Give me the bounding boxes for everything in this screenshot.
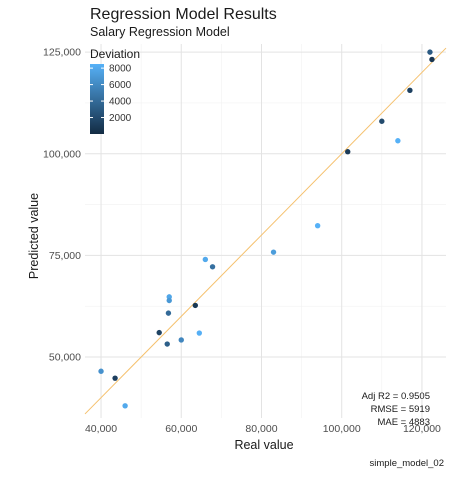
data-point [379,118,385,124]
y-axis-ticks: 50,000 75,000 100,000 125,000 [43,47,81,364]
reference-line [84,47,447,415]
data-point [122,403,128,409]
legend-tick-label: 8000 [109,64,132,75]
x-tick-label: 60,000 [165,423,197,435]
x-axis-title: Real value [234,438,293,452]
data-point [202,256,209,263]
data-point [209,264,216,270]
data-point [192,302,199,309]
chart-subtitle: Salary Regression Model [90,25,230,39]
grid-minor [85,44,446,418]
data-point [112,375,118,381]
chart-caption: simple_model_02 [370,458,444,469]
stat-adj-r2: Adj R2 = 0.9505 [362,391,430,402]
data-point [407,87,413,94]
data-point [156,329,162,336]
data-point [166,297,172,304]
x-tick-label: 80,000 [245,423,277,435]
legend-tick-label: 6000 [109,80,132,91]
legend-colorbar [90,64,104,134]
data-point [270,249,277,255]
data-point [178,337,184,343]
chart-title: Regression Model Results [90,6,277,23]
data-points [98,49,435,409]
x-tick-label: 40,000 [85,423,117,435]
x-tick-label: 100,000 [323,423,361,435]
y-tick-label: 125,000 [43,47,81,59]
legend-title: Deviation [90,47,140,61]
data-point [345,149,351,155]
y-axis-title: Predicted value [27,193,41,279]
x-tick-label: 120,000 [403,423,441,435]
color-legend: Deviation 2000 4000 6000 8000 [90,47,140,134]
y-tick-label: 50,000 [49,352,81,364]
data-point [98,368,104,374]
legend-tick-label: 2000 [109,113,132,124]
reference-line-group [84,47,447,415]
legend-tick-label: 4000 [109,97,132,108]
legend-ticks: 2000 4000 6000 8000 [90,64,132,124]
stat-rmse: RMSE = 5919 [371,404,430,415]
data-point [429,56,435,63]
data-point [196,330,203,336]
data-point [427,49,433,55]
stat-mae: MAE = 4883 [377,417,430,428]
grid-major [85,44,446,418]
plot-area [84,44,447,418]
x-axis-ticks: 40,000 60,000 80,000 100,000 120,000 [85,423,441,435]
data-point [395,138,401,144]
data-point [314,223,321,229]
data-point [164,341,170,347]
data-point [165,310,172,316]
y-tick-label: 100,000 [43,148,81,160]
y-tick-label: 75,000 [49,250,81,262]
model-stats: Adj R2 = 0.9505 RMSE = 5919 MAE = 4883 [362,391,430,428]
